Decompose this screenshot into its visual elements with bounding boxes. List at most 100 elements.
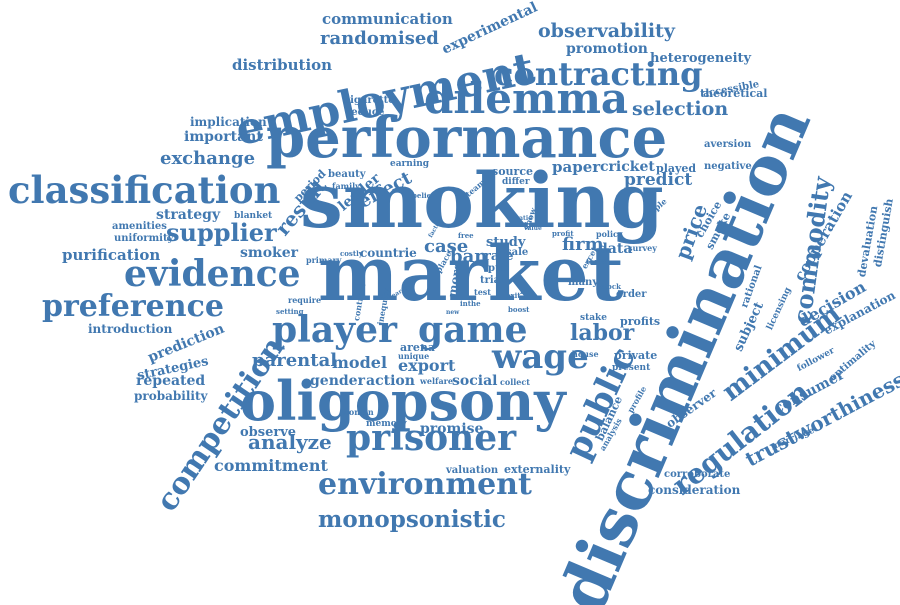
word-value: value (524, 225, 542, 232)
word-externality: externality (504, 463, 571, 476)
word-implication: implication (190, 115, 267, 129)
word-corroborate: corroborate (664, 469, 731, 480)
word-pub: pub (488, 263, 510, 274)
word-many: many (568, 277, 599, 288)
word-wage: wage (492, 337, 589, 377)
word-amenities: amenities (112, 221, 167, 232)
word-focus: focus (586, 257, 607, 266)
word-uniformity: uniformity (114, 233, 174, 244)
word-observe: observe (240, 425, 297, 440)
word-memory: memory (366, 419, 407, 429)
word-negative: negative (704, 161, 752, 172)
word-sale: sale (506, 247, 529, 258)
word-zero: zero (520, 289, 535, 296)
word-require: require (288, 295, 322, 305)
word-purification: purification (62, 246, 161, 264)
word-ratio: ratio (516, 215, 533, 222)
word-policy: policy (596, 229, 623, 239)
word-probability: probability (134, 389, 208, 403)
word-study: study (486, 235, 526, 250)
word-case: case (424, 236, 469, 257)
word-present: present (612, 363, 651, 373)
word-profits: profits (620, 315, 661, 328)
word-introduction: introduction (88, 322, 173, 336)
word-belief: belief (412, 191, 435, 200)
word-analyze: analyze (248, 430, 332, 454)
word-family: family (332, 181, 360, 191)
word-beauty: beauty (328, 169, 366, 180)
word-private: private (614, 349, 658, 362)
word-repeated: repeated (136, 373, 206, 389)
word-order: order (616, 289, 647, 300)
word-countrie: countrie (360, 246, 417, 260)
word-stake: stake (580, 313, 608, 323)
word-stock: stock (600, 282, 621, 291)
word-contracting: contracting (494, 55, 703, 93)
word-promotion: promotion (566, 41, 648, 57)
word-gender: gender (310, 373, 365, 389)
word-important: important (184, 129, 263, 145)
word-arena: arena (400, 341, 436, 354)
word-player: player (272, 309, 397, 351)
word-reduce: reduce (346, 107, 385, 118)
word-market: market (318, 229, 624, 318)
word-profit: profit (552, 229, 574, 238)
word-data: data (598, 241, 633, 257)
word-played: played (656, 162, 697, 175)
word-selection: selection (632, 98, 729, 120)
word-collect: collect (500, 377, 530, 387)
word-valuation: valuation (446, 465, 499, 476)
word-strategy: strategy (156, 207, 221, 223)
word-source: source (492, 165, 534, 178)
word-consideration: consideration (648, 483, 741, 497)
word-welfare: welfare (420, 376, 453, 386)
word-survey: survey (628, 243, 657, 253)
word-exit: exit (506, 291, 521, 300)
word-promise: promise (420, 421, 484, 437)
word-oligopsony: oligopsony (240, 369, 566, 433)
word-model: model (332, 353, 388, 372)
word-paper: paper (552, 158, 601, 176)
word-environment: environment (318, 467, 532, 502)
word-smoker: smoker (240, 245, 299, 261)
word-ban: ban (450, 246, 488, 267)
word-differ: differ (502, 177, 530, 187)
word-communication: communication (322, 10, 453, 28)
word-game: game (418, 309, 528, 351)
word-preference: preference (42, 289, 224, 324)
word-boost: boost (508, 305, 530, 314)
word-theoretical: theoretical (700, 87, 768, 100)
word-primary: primary (306, 255, 342, 265)
word-smoking: smoking (300, 156, 664, 245)
word-distribution: distribution (232, 56, 333, 74)
word-inthe: inthe (460, 299, 481, 308)
word-commitment: commitment (214, 456, 328, 475)
word-labor: labor (570, 320, 635, 346)
word-aversion: aversion (704, 139, 752, 150)
word-woman: woman (342, 407, 374, 417)
word-supplier: supplier (166, 218, 277, 247)
word-heterogeneity: heterogeneity (650, 51, 752, 66)
word-prisoner: prisoner (346, 417, 517, 459)
word-test: test (474, 287, 491, 297)
word-cricket: cricket (600, 159, 655, 175)
word-firm: firm (562, 234, 604, 255)
word-costly: costly (340, 249, 363, 258)
word-randomised: randomised (320, 28, 439, 49)
word-free: free (458, 231, 474, 240)
word-performance: performance (266, 105, 668, 171)
word-exchange: exchange (160, 148, 256, 169)
word-earning: earning (390, 159, 430, 169)
word-monopsonistic: monopsonistic (318, 506, 506, 533)
word-setting: setting (276, 307, 304, 316)
word-parental: parental (252, 350, 338, 371)
word-classification: classification (8, 168, 281, 212)
word-optimality: optimality (827, 338, 879, 384)
word-evidence: evidence (124, 253, 301, 295)
word-unique: unique (398, 351, 430, 361)
word-social: social (452, 373, 498, 389)
word-new: new (446, 309, 460, 316)
word-house: house (572, 349, 599, 359)
word-export: export (398, 356, 456, 375)
